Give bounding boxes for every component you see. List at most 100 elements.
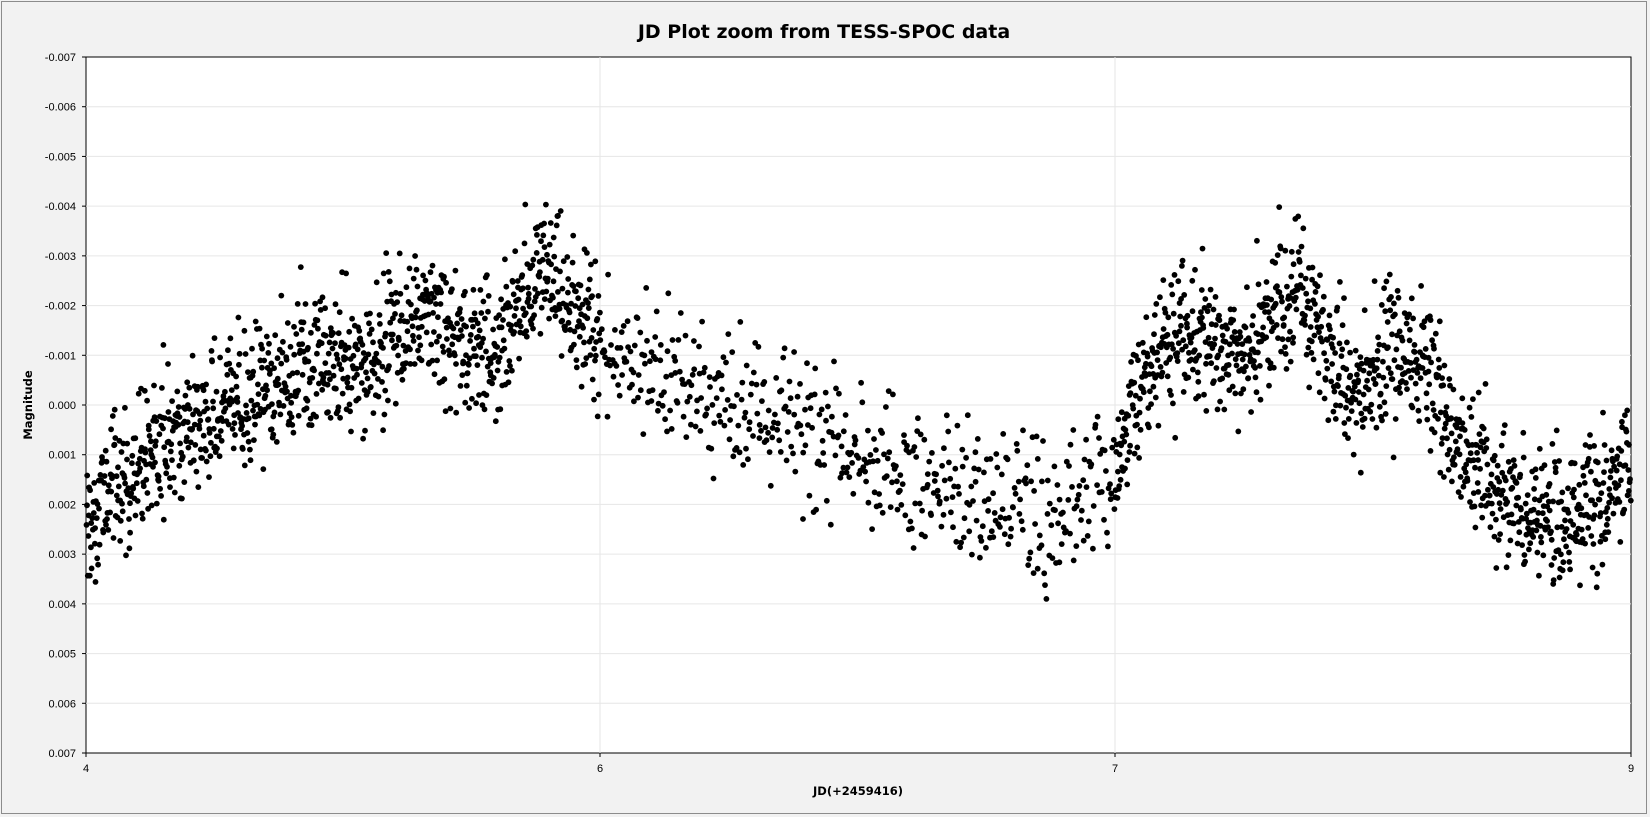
data-point — [466, 405, 472, 411]
data-point — [756, 422, 763, 428]
data-point — [1428, 359, 1434, 366]
data-point — [1435, 356, 1442, 363]
data-point — [467, 338, 473, 344]
data-point — [1107, 481, 1113, 488]
data-point — [1350, 451, 1357, 458]
data-point — [438, 289, 444, 296]
data-point — [1164, 331, 1171, 338]
data-point — [1444, 435, 1450, 442]
data-point — [1590, 541, 1597, 547]
data-point — [1608, 447, 1615, 454]
data-point — [1495, 486, 1502, 493]
data-point — [365, 351, 372, 358]
data-point — [929, 450, 935, 456]
data-point — [1212, 322, 1219, 328]
data-point — [739, 379, 746, 386]
data-point — [1080, 477, 1087, 484]
data-point — [821, 462, 828, 468]
data-point — [1322, 376, 1329, 383]
data-point — [430, 310, 436, 316]
data-point — [1415, 407, 1422, 414]
data-point — [1427, 448, 1434, 454]
data-point — [544, 275, 551, 282]
data-point — [256, 412, 263, 419]
data-point — [637, 329, 644, 336]
data-point — [1616, 499, 1623, 505]
data-point — [696, 343, 702, 350]
data-point — [572, 303, 579, 309]
data-point — [643, 285, 650, 291]
data-point — [1236, 329, 1243, 335]
data-point — [997, 514, 1004, 521]
data-point — [964, 412, 971, 419]
data-point — [589, 376, 596, 383]
data-point — [1282, 344, 1288, 350]
data-point — [1445, 466, 1452, 473]
data-point — [213, 388, 220, 395]
data-point — [674, 399, 681, 406]
data-point — [1448, 415, 1454, 421]
data-point — [1375, 372, 1382, 379]
data-point — [425, 311, 432, 318]
data-point — [1146, 424, 1152, 431]
data-point — [312, 300, 318, 307]
data-point — [1618, 477, 1624, 484]
data-point — [822, 389, 829, 396]
data-point — [520, 285, 526, 292]
data-point — [1532, 466, 1539, 473]
data-point — [1499, 469, 1506, 476]
data-point — [701, 364, 708, 371]
data-point — [294, 301, 301, 307]
data-point — [236, 350, 243, 357]
data-point — [105, 482, 112, 489]
data-point — [859, 399, 866, 406]
data-point — [800, 449, 807, 456]
data-point — [661, 389, 667, 395]
data-point — [1157, 364, 1164, 370]
data-point — [1231, 329, 1238, 335]
data-point — [977, 554, 983, 561]
data-point — [1127, 390, 1134, 397]
data-point — [269, 401, 275, 407]
data-point — [1582, 540, 1588, 547]
data-point — [353, 365, 360, 372]
data-point — [1170, 310, 1177, 317]
data-point — [1423, 404, 1430, 411]
data-point — [1136, 409, 1143, 416]
data-point — [1136, 455, 1142, 461]
data-point — [1265, 309, 1272, 315]
data-point — [84, 502, 90, 509]
data-point — [147, 447, 154, 453]
data-point — [664, 348, 671, 355]
data-point — [534, 232, 540, 238]
data-point — [345, 344, 352, 351]
data-point — [1287, 358, 1294, 365]
data-point — [1255, 349, 1261, 356]
data-point — [293, 331, 300, 337]
data-point — [291, 351, 298, 358]
data-point — [840, 428, 847, 435]
data-point — [348, 384, 355, 391]
data-point — [489, 380, 495, 387]
data-point — [236, 361, 242, 368]
data-point — [1302, 275, 1309, 282]
data-point — [839, 470, 845, 477]
data-point — [1329, 361, 1335, 367]
data-point — [1332, 416, 1339, 422]
data-point — [367, 310, 373, 317]
data-point — [1475, 489, 1482, 495]
data-point — [550, 234, 557, 241]
data-point — [1337, 402, 1344, 409]
data-point — [1359, 424, 1366, 430]
data-point — [1379, 417, 1385, 424]
data-point — [92, 525, 98, 531]
data-point — [148, 438, 154, 445]
data-point — [762, 424, 769, 431]
data-point — [517, 323, 524, 330]
data-point — [838, 443, 845, 450]
data-point — [406, 265, 413, 272]
data-point — [1290, 339, 1296, 346]
data-point — [239, 423, 246, 429]
data-point — [308, 422, 315, 429]
data-point — [565, 319, 572, 326]
